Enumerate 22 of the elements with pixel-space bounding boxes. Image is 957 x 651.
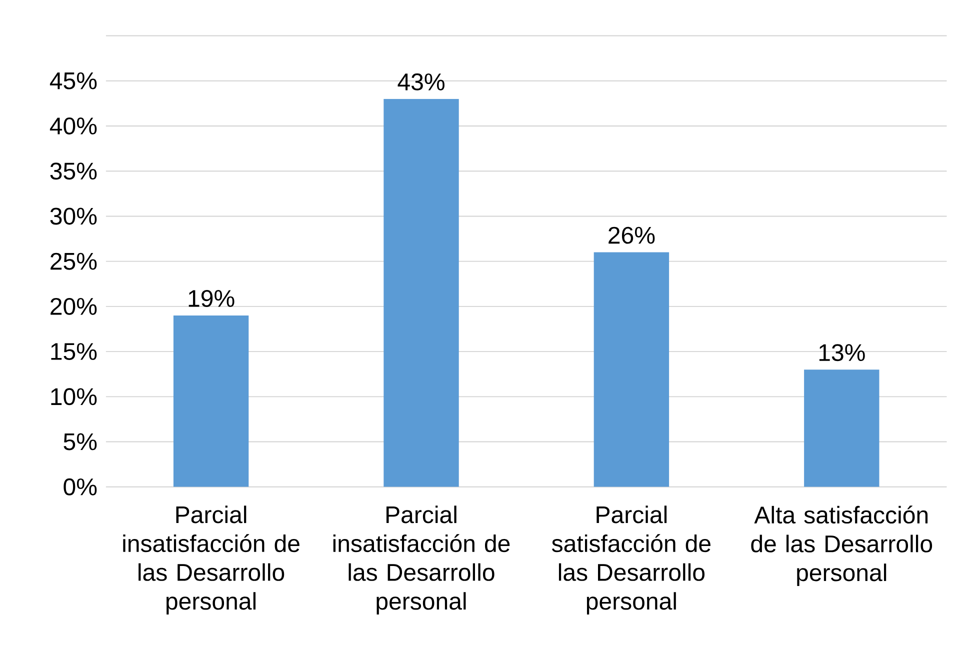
data-label: 19% — [188, 290, 234, 307]
y-tick-label: 5% — [64, 433, 97, 450]
y-tick-label: 40% — [50, 118, 97, 134]
bar — [384, 98, 459, 487]
x-tick-label: Parcial satisfacción de las Desarrollo personal — [552, 506, 710, 615]
y-tick-label: 0% — [64, 478, 97, 496]
x-tick-label: Parcial insatisfacción de las Desarrollo personal — [333, 506, 510, 615]
y-tick-label: 30% — [50, 208, 97, 225]
y-tick-label: 10% — [51, 388, 97, 406]
bar — [804, 370, 880, 487]
data-label: 26% — [608, 226, 655, 244]
data-label: 13% — [819, 344, 865, 362]
x-tick-label: Parcial insatisfacción de las Desarrollo personal — [123, 506, 300, 615]
y-tick-label: 25% — [50, 252, 97, 270]
x-tick-label: Alta satisfacción de las Desarrollo personal — [751, 506, 932, 586]
y-tick-label: 15% — [51, 343, 97, 360]
data-label: 43% — [398, 73, 444, 90]
y-tick-label: 45% — [50, 72, 97, 90]
y-tick-label: 35% — [50, 162, 97, 180]
y-tick-label: 20% — [50, 298, 97, 315]
bar — [594, 252, 670, 487]
bar — [173, 315, 249, 487]
